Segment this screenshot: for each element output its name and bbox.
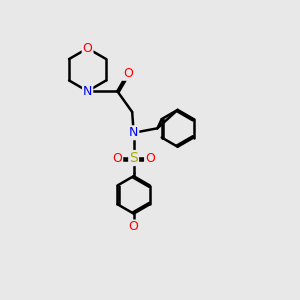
Text: N: N [83,85,92,98]
Text: O: O [129,220,139,233]
Text: S: S [129,151,138,165]
Text: O: O [123,67,133,80]
Text: N: N [129,126,138,139]
Text: O: O [145,152,155,164]
Text: O: O [112,152,122,164]
Text: O: O [82,42,92,55]
